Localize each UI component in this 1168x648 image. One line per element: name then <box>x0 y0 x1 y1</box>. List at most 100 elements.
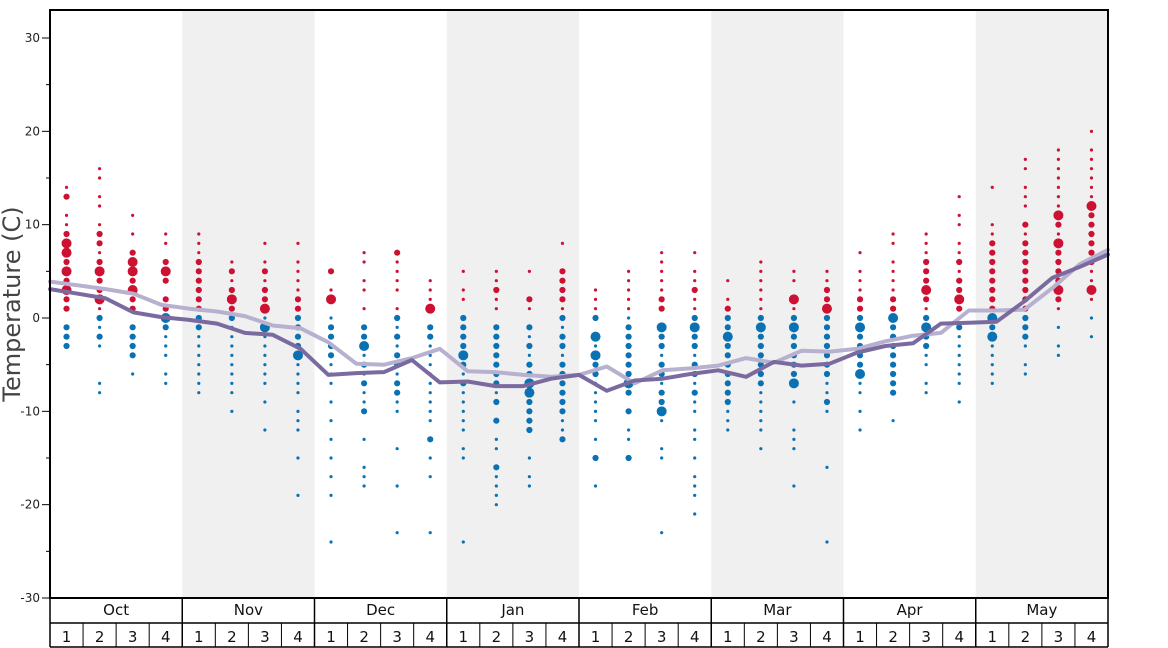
cold-point <box>693 353 697 357</box>
cold-point <box>359 341 370 351</box>
cold-point <box>461 419 465 423</box>
cold-point <box>792 437 796 441</box>
warm-point <box>230 260 234 264</box>
warm-point <box>956 277 963 284</box>
cold-point <box>494 493 498 497</box>
warm-point <box>228 268 235 275</box>
cold-point <box>560 353 565 357</box>
cold-point <box>527 353 532 357</box>
warm-point <box>326 294 337 305</box>
warm-point <box>97 204 102 208</box>
warm-point <box>96 230 103 238</box>
cold-point <box>327 352 335 359</box>
cold-point <box>230 372 234 376</box>
week-label: 2 <box>1021 628 1031 646</box>
warm-point <box>559 286 566 294</box>
cold-point <box>129 324 136 331</box>
cold-point <box>162 324 169 331</box>
warm-point <box>296 260 300 264</box>
warm-point <box>858 251 862 255</box>
warm-point <box>164 241 168 245</box>
warm-point <box>889 296 897 303</box>
cold-point <box>97 325 102 329</box>
cold-point <box>526 342 533 350</box>
week-label: 3 <box>260 628 270 646</box>
warm-point <box>1055 296 1062 303</box>
cold-point <box>626 316 631 320</box>
cold-point <box>856 333 864 340</box>
warm-point <box>1053 238 1064 249</box>
cold-point <box>625 370 632 378</box>
warm-point <box>63 258 70 266</box>
cold-point <box>889 324 897 331</box>
warm-point <box>63 296 70 303</box>
cold-point <box>395 325 399 329</box>
cold-point <box>625 333 632 340</box>
cold-point <box>724 398 731 406</box>
warm-point <box>660 269 664 273</box>
warm-point <box>362 251 366 255</box>
cold-point <box>693 381 697 385</box>
week-label: 2 <box>95 628 105 646</box>
cold-point <box>560 325 565 329</box>
warm-point <box>97 195 102 199</box>
warm-point <box>1056 176 1061 180</box>
cold-point <box>990 363 994 367</box>
warm-point <box>1089 269 1094 273</box>
cold-point <box>757 342 764 350</box>
week-label: 4 <box>954 628 964 646</box>
cold-point <box>593 437 598 441</box>
cold-point <box>197 363 201 367</box>
warm-point <box>990 185 994 189</box>
cold-point <box>757 352 764 359</box>
warm-point <box>1089 185 1094 189</box>
cold-point <box>724 352 731 359</box>
cold-point <box>395 484 399 488</box>
cold-point <box>394 352 401 359</box>
cold-point <box>660 447 664 451</box>
month-label: May <box>1026 601 1057 619</box>
cold-point <box>164 381 168 385</box>
warm-point <box>693 279 697 283</box>
warm-point <box>230 279 234 283</box>
month-label: Feb <box>632 601 659 619</box>
cold-point <box>296 493 300 497</box>
cold-point <box>327 324 335 331</box>
warm-point <box>195 268 202 275</box>
warm-point <box>296 288 300 292</box>
cold-point <box>427 324 434 331</box>
warm-point <box>660 251 664 255</box>
cold-point <box>494 475 498 479</box>
warm-point <box>97 251 102 255</box>
warm-point <box>989 277 996 284</box>
warm-point <box>94 266 105 277</box>
cold-point <box>526 361 533 368</box>
warm-point <box>1055 258 1062 266</box>
warm-point <box>726 297 730 301</box>
month-band <box>711 10 844 598</box>
cold-point <box>790 333 798 340</box>
cold-point <box>294 333 302 340</box>
cold-point <box>428 456 432 460</box>
cold-point <box>63 342 70 350</box>
warm-point <box>195 277 202 284</box>
warm-point <box>97 167 102 171</box>
cold-point <box>823 314 831 322</box>
month-label: Oct <box>103 601 129 619</box>
cold-point <box>461 391 465 395</box>
cold-point <box>689 322 700 333</box>
cold-point <box>559 361 566 368</box>
warm-point <box>160 266 171 277</box>
warm-point <box>1089 297 1094 301</box>
cold-point <box>593 409 598 413</box>
warm-point <box>856 305 864 312</box>
warm-point <box>891 241 895 245</box>
cold-point <box>129 342 136 350</box>
cold-point <box>461 540 465 544</box>
cold-point <box>263 316 267 320</box>
week-label: 3 <box>921 628 931 646</box>
cold-point <box>560 419 565 423</box>
warm-point <box>428 288 432 292</box>
warm-point <box>825 269 829 273</box>
cold-point <box>526 398 533 406</box>
